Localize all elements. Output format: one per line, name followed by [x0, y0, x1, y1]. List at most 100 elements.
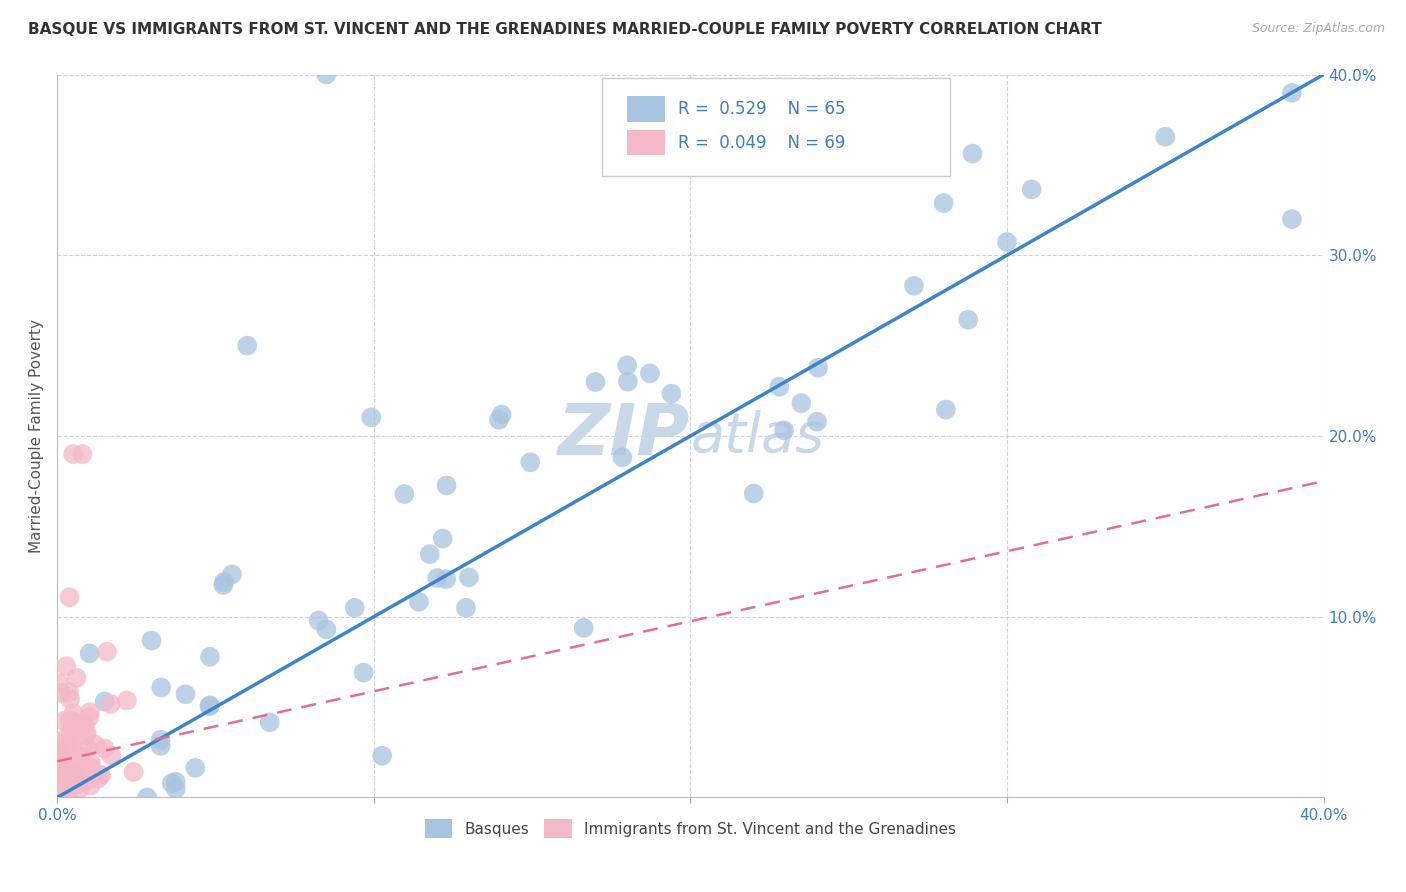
Point: [141, 633, 163, 648]
Point: [86, 772, 108, 786]
Point: [371, 748, 394, 763]
Point: [995, 235, 1018, 249]
Point: [932, 196, 955, 211]
Point: [56, 760, 79, 774]
Point: [343, 600, 366, 615]
Point: [90, 769, 112, 783]
Point: [63, 766, 86, 780]
Point: [46, 749, 69, 764]
Point: [72, 750, 94, 764]
Point: [53, 749, 76, 764]
Point: [1021, 182, 1043, 196]
Point: [259, 715, 281, 730]
Point: [572, 621, 595, 635]
Point: [56, 777, 79, 791]
Point: [165, 781, 187, 796]
Point: [174, 687, 197, 701]
Point: [432, 532, 454, 546]
Point: [62, 447, 84, 461]
Point: [53, 714, 76, 728]
Point: [360, 410, 382, 425]
Point: [80, 756, 103, 771]
Point: [53, 746, 76, 760]
Point: [519, 455, 541, 469]
Point: [454, 600, 477, 615]
Point: [212, 578, 235, 592]
Point: [165, 774, 187, 789]
Point: [198, 699, 221, 714]
Bar: [627, 96, 665, 121]
Point: [65, 716, 87, 731]
Point: [58, 591, 80, 605]
Text: R =  0.049    N = 69: R = 0.049 N = 69: [678, 134, 845, 153]
Point: [63, 742, 86, 756]
Point: [70, 762, 93, 776]
Point: [100, 748, 122, 763]
Point: [79, 647, 101, 661]
Point: [79, 761, 101, 775]
Point: [434, 572, 457, 586]
Point: [59, 723, 82, 738]
Point: [849, 143, 872, 157]
Point: [903, 278, 925, 293]
Point: [79, 710, 101, 724]
Point: [89, 768, 111, 782]
Point: [63, 723, 86, 737]
Point: [55, 659, 77, 673]
Point: [221, 567, 243, 582]
Point: [1281, 212, 1303, 227]
Point: [51, 686, 73, 700]
Point: [612, 450, 634, 465]
FancyBboxPatch shape: [602, 78, 950, 176]
Point: [46, 790, 69, 805]
Point: [48, 766, 70, 780]
Text: BASQUE VS IMMIGRANTS FROM ST. VINCENT AND THE GRENADINES MARRIED-COUPLE FAMILY P: BASQUE VS IMMIGRANTS FROM ST. VINCENT AN…: [28, 22, 1102, 37]
Point: [66, 777, 89, 791]
Point: [75, 729, 97, 743]
Point: [56, 773, 79, 788]
Point: [59, 692, 82, 706]
Point: [93, 741, 115, 756]
Point: [617, 375, 640, 389]
Point: [46, 762, 69, 776]
Point: [315, 68, 337, 82]
Point: [46, 785, 69, 799]
Point: [935, 402, 957, 417]
Point: [65, 671, 87, 685]
Point: [55, 764, 77, 778]
Point: [198, 698, 221, 713]
Point: [100, 697, 122, 711]
Text: ZIP: ZIP: [558, 401, 690, 470]
Bar: [627, 130, 665, 155]
Point: [79, 779, 101, 793]
Point: [160, 776, 183, 790]
Point: [426, 571, 449, 585]
Point: [742, 486, 765, 500]
Text: R =  0.529    N = 65: R = 0.529 N = 65: [678, 100, 845, 119]
Point: [236, 338, 259, 352]
Point: [76, 726, 98, 740]
Point: [70, 749, 93, 764]
Point: [72, 447, 94, 461]
Point: [56, 739, 79, 754]
Point: [46, 735, 69, 749]
Point: [638, 367, 661, 381]
Point: [962, 146, 984, 161]
Point: [76, 741, 98, 756]
Point: [93, 694, 115, 708]
Point: [48, 745, 70, 759]
Point: [115, 693, 138, 707]
Point: [55, 789, 77, 804]
Point: [315, 623, 337, 637]
Point: [60, 778, 83, 792]
Point: [56, 786, 79, 800]
Point: [957, 312, 980, 326]
Point: [806, 415, 828, 429]
Text: Source: ZipAtlas.com: Source: ZipAtlas.com: [1251, 22, 1385, 36]
Point: [419, 547, 441, 561]
Point: [149, 739, 172, 753]
Point: [491, 408, 513, 422]
Legend: Basques, Immigrants from St. Vincent and the Grenadines: Basques, Immigrants from St. Vincent and…: [419, 814, 962, 844]
Point: [48, 676, 70, 690]
Point: [488, 413, 510, 427]
